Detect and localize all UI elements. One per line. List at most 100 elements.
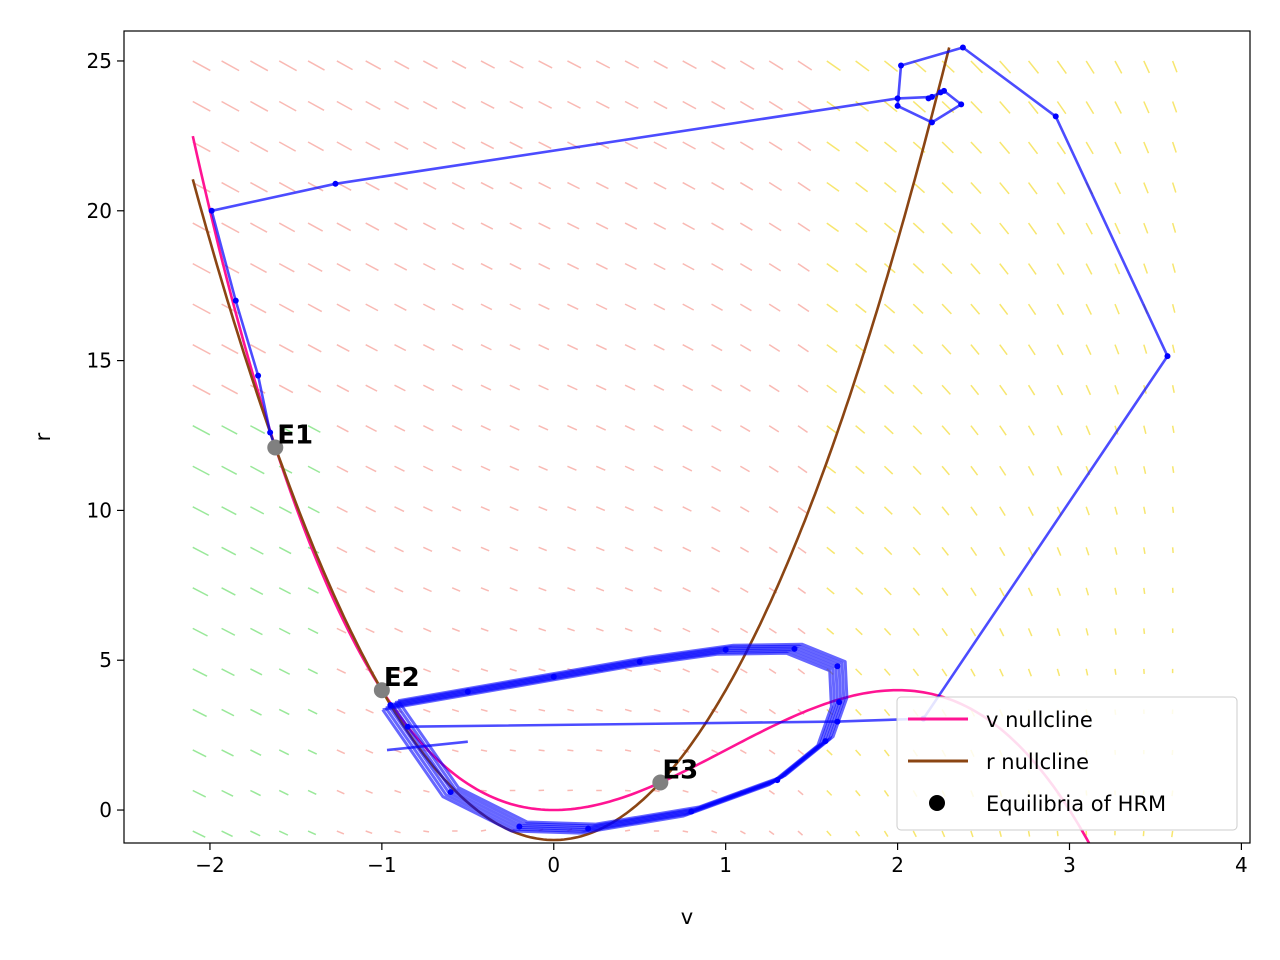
vector-field-arrow <box>711 668 719 674</box>
vector-field-arrow <box>307 100 325 111</box>
vector-field-arrow <box>394 506 405 513</box>
vector-field-arrow <box>624 222 638 230</box>
vector-field-arrow <box>797 668 806 675</box>
vector-field-arrow <box>711 627 720 633</box>
trajectory-point <box>1052 113 1059 120</box>
vector-field-arrow <box>422 384 435 392</box>
vector-field-arrow <box>595 384 607 391</box>
vector-field-arrow <box>1085 101 1095 115</box>
vector-field-arrow <box>1114 547 1118 555</box>
vector-field-arrow <box>739 60 755 70</box>
vector-field-arrow <box>1171 101 1178 113</box>
vector-field-arrow <box>797 344 809 353</box>
legend-label-v-nullcline: v nullcline <box>986 708 1093 732</box>
vector-field-arrow <box>941 546 949 556</box>
trajectory-point <box>722 646 729 653</box>
vector-field-arrow <box>826 303 839 313</box>
vector-field-arrow <box>883 344 895 354</box>
vector-field-arrow <box>826 546 836 555</box>
vector-field <box>192 60 1178 838</box>
trajectory-point <box>585 825 592 832</box>
vector-field-arrow <box>221 789 234 797</box>
vector-field-arrow <box>480 587 490 592</box>
vector-field-arrow <box>826 587 835 595</box>
vector-field-arrow <box>653 546 663 552</box>
vector-field-arrow <box>912 222 925 234</box>
vector-field-arrow <box>1085 628 1089 636</box>
vector-field-arrow <box>422 141 437 150</box>
vector-field-arrow <box>1114 222 1121 235</box>
x-tick-label: 4 <box>1235 853 1248 877</box>
vector-field-arrow <box>278 222 296 233</box>
vector-field-arrow <box>711 181 725 191</box>
vector-field-arrow <box>394 60 410 70</box>
vector-field-arrow <box>451 262 465 271</box>
vector-field-arrow <box>883 668 891 676</box>
vector-field-arrow <box>682 141 696 150</box>
vector-field-arrow <box>365 830 373 835</box>
vector-field-arrow <box>1143 344 1148 354</box>
vector-field-arrow <box>768 627 777 634</box>
vector-field-arrow <box>826 222 839 233</box>
vector-field-arrow <box>307 222 324 232</box>
vector-field-arrow <box>797 546 807 554</box>
vector-field-arrow <box>451 222 465 230</box>
vector-field-arrow <box>970 344 980 355</box>
vector-field-arrow <box>653 343 665 351</box>
vector-field-arrow <box>250 506 265 515</box>
vector-field-arrow <box>1114 60 1123 74</box>
vector-field-arrow <box>336 506 348 513</box>
vector-field-arrow <box>394 465 405 472</box>
vector-field-arrow <box>682 100 697 110</box>
vector-field-arrow <box>595 100 610 109</box>
vector-field-arrow <box>365 506 377 513</box>
vector-field-arrow <box>221 60 240 72</box>
vector-field-arrow <box>1114 263 1121 275</box>
vector-field-arrow <box>768 141 783 151</box>
vector-field-arrow <box>883 141 898 153</box>
vector-field-arrow <box>624 141 639 150</box>
vector-field-arrow <box>509 506 519 512</box>
vector-field-arrow <box>192 100 211 112</box>
vector-field-arrow <box>797 830 804 836</box>
vector-field-arrow <box>624 587 634 592</box>
vector-field-arrow <box>797 303 810 313</box>
vector-field-arrow <box>739 830 746 835</box>
vector-field-arrow <box>422 343 435 351</box>
vector-field-arrow <box>509 749 516 752</box>
vector-field-arrow <box>509 303 521 311</box>
vector-field-arrow <box>1171 466 1175 473</box>
vector-field-arrow <box>365 141 381 151</box>
vector-field-arrow <box>739 749 747 755</box>
vector-field-arrow <box>1056 425 1063 436</box>
vector-field-arrow <box>278 830 289 836</box>
vector-field-arrow <box>1114 668 1117 675</box>
vector-field-arrow <box>480 343 492 351</box>
vector-field-arrow <box>336 222 352 232</box>
vector-field-arrow <box>1027 182 1038 195</box>
vector-field-arrow <box>278 546 292 555</box>
vector-field-arrow <box>855 60 870 72</box>
trajectory-point <box>404 723 411 730</box>
vector-field-arrow <box>941 668 948 677</box>
vector-field-arrow <box>624 60 640 69</box>
equilibrium-label: E3 <box>662 755 698 785</box>
vector-field-arrow <box>423 668 431 673</box>
vector-field-arrow <box>192 303 211 315</box>
vector-field-arrow <box>1143 466 1147 474</box>
vector-field-arrow <box>394 627 403 633</box>
vector-field-arrow <box>941 182 954 194</box>
trajectory-point <box>1164 353 1171 360</box>
vector-field-arrow <box>739 546 750 553</box>
vector-field-arrow <box>653 587 662 592</box>
vector-field-arrow <box>999 628 1005 637</box>
vector-field-arrow <box>422 181 437 190</box>
vector-field-arrow <box>221 100 240 112</box>
vector-field-arrow <box>624 829 631 832</box>
vector-field-arrow <box>970 627 977 637</box>
vector-field-arrow <box>653 181 667 190</box>
vector-field-arrow <box>422 465 434 472</box>
vector-field-arrow <box>451 506 462 512</box>
vector-field-arrow <box>998 830 1002 838</box>
vector-field-arrow <box>970 668 976 677</box>
